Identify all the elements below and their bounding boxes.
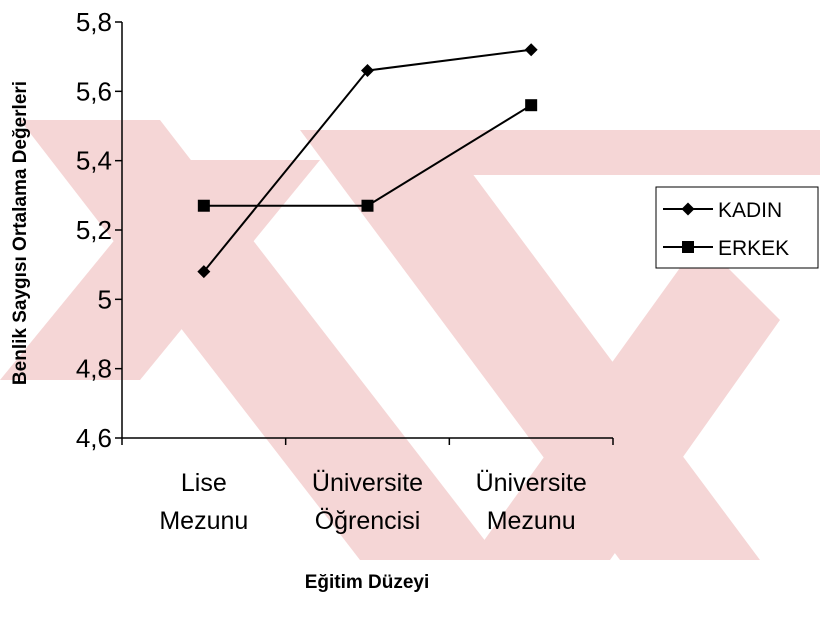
series-group [197,43,538,279]
legend-label-kadin: KADIN [718,199,782,222]
watermark-shape [470,240,780,560]
y-tick-label: 5,6 [76,76,112,106]
watermark-shape [320,130,820,175]
y-axis-ticks: 4,6 4,8 5 5,2 5,4 5,6 5,8 [76,7,122,453]
watermark-logo [0,120,820,560]
x-axis-ticks: Lise Mezunu Üniversite Öğrencisi Üniversite M… [121,438,614,535]
y-tick-label: 5,2 [76,215,112,245]
y-tick-label: 5 [98,284,112,314]
data-point-erkek [197,199,210,212]
watermark-shape [0,160,320,380]
x-axis-title: Eğitim Düzeyi [305,572,430,593]
legend: KADIN ERKEK [655,186,819,269]
x-category-label: Üniversite Öğrencisi [312,469,423,535]
y-tick-label: 5,8 [76,7,112,37]
x-category-label: Üniversite Mezunu [476,469,587,535]
data-point-kadin [524,43,538,57]
data-point-kadin [197,265,211,279]
y-tick-label: 4,6 [76,423,112,453]
legend-marker-erkek [682,241,694,253]
y-tick-label: 5,4 [76,146,112,176]
x-category-label: Lise Mezunu [159,469,248,535]
legend-box [655,186,819,269]
legend-marker-kadin [681,202,695,216]
y-tick-label: 4,8 [76,354,112,384]
y-axis-title: Benlik Saygısı Ortalama Değerleri [10,81,31,385]
legend-label-erkek: ERKEK [718,237,789,260]
data-point-erkek [525,99,538,112]
data-point-kadin [361,64,374,78]
data-point-erkek [361,199,374,212]
